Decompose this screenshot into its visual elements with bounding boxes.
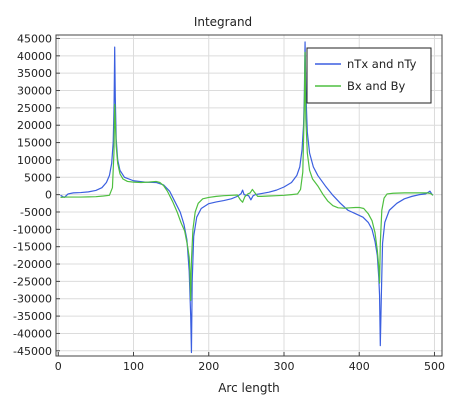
chart-title: Integrand <box>194 15 252 29</box>
y-tick-label: -45000 <box>13 345 52 358</box>
y-tick-label: -30000 <box>13 293 52 306</box>
axis-ticks: 0 100 200 300 400 500 -45000 -40000 -35000 -30000… <box>13 32 445 373</box>
x-tick-label: 0 <box>55 360 62 373</box>
y-tick-label: -20000 <box>13 258 52 271</box>
x-tick-label: 100 <box>123 360 144 373</box>
y-tick-label: 35000 <box>17 67 52 80</box>
y-tick-label: 20000 <box>17 119 52 132</box>
y-tick-label: 15000 <box>17 137 52 150</box>
y-tick-label: 30000 <box>17 85 52 98</box>
x-tick-label: 400 <box>349 360 370 373</box>
x-tick-label: 500 <box>424 360 445 373</box>
x-axis-title: Arc length <box>218 381 280 395</box>
x-tick-label: 300 <box>273 360 294 373</box>
series-lines <box>60 41 434 354</box>
y-tick-label: 25000 <box>17 102 52 115</box>
y-tick-label: 0 <box>45 189 52 202</box>
y-tick-label: 45000 <box>17 32 52 45</box>
y-tick-label: -15000 <box>13 241 52 254</box>
series-line-1 <box>60 51 434 302</box>
y-tick-label: 40000 <box>17 50 52 63</box>
y-tick-label: -35000 <box>13 310 52 323</box>
legend-box <box>306 47 432 104</box>
legend: nTx and nTy Bx and By <box>306 47 432 104</box>
y-tick-label: 5000 <box>24 171 52 184</box>
y-tick-label: -25000 <box>13 275 52 288</box>
legend-label-1: Bx and By <box>347 79 406 93</box>
y-tick-label: -40000 <box>13 327 52 340</box>
y-tick-label: 10000 <box>17 154 52 167</box>
y-tick-label: -5000 <box>20 206 52 219</box>
legend-label-0: nTx and nTy <box>347 57 417 71</box>
y-tick-label: -10000 <box>13 223 52 236</box>
plot-frame <box>55 34 443 357</box>
x-tick-label: 200 <box>198 360 219 373</box>
